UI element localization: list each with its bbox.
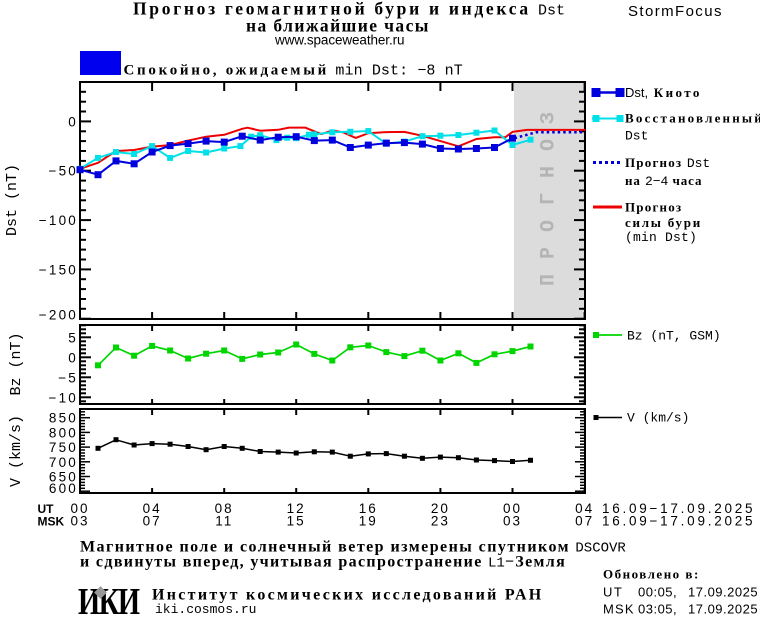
svg-text:16: 16	[359, 501, 378, 516]
svg-text:ИКИ: ИКИ	[78, 581, 140, 620]
svg-text:15: 15	[287, 514, 306, 529]
svg-text:08: 08	[215, 501, 234, 516]
svg-text:Bz (nT, GSM): Bz (nT, GSM)	[627, 329, 721, 344]
svg-text:07: 07	[575, 514, 594, 529]
svg-text:12: 12	[287, 501, 306, 516]
svg-text:П: П	[538, 274, 561, 286]
svg-text:−100: −100	[39, 213, 78, 228]
svg-text:силы бури: силы бури	[625, 215, 702, 230]
svg-text:V (km/s): V (km/s)	[627, 411, 689, 426]
svg-text:−10: −10	[49, 390, 79, 405]
svg-text:16.09−17.09.2025: 16.09−17.09.2025	[602, 501, 755, 516]
svg-text:www.spaceweather.ru: www.spaceweather.ru	[274, 33, 404, 48]
svg-text:−150: −150	[39, 262, 78, 277]
svg-text:5: 5	[68, 330, 78, 345]
svg-text:З: З	[538, 112, 561, 124]
svg-text:на 2−4 часа: на 2−4 часа	[625, 173, 702, 189]
svg-text:−50: −50	[49, 164, 79, 179]
svg-text:Н: Н	[538, 166, 561, 178]
svg-text:00: 00	[503, 501, 522, 516]
svg-text:600: 600	[49, 481, 78, 496]
svg-text:0: 0	[68, 114, 78, 129]
svg-text:750: 750	[49, 440, 78, 455]
svg-text:MSK: MSK	[38, 515, 65, 529]
svg-text:StormFocus: StormFocus	[628, 3, 723, 20]
svg-text:0: 0	[68, 350, 78, 365]
svg-text:19: 19	[359, 514, 378, 529]
svg-text:Прогноз геомагнитной бури и ин: Прогноз геомагнитной бури и индекса Dst	[133, 0, 565, 20]
svg-text:Bz (nT): Bz (nT)	[8, 332, 25, 395]
svg-text:11: 11	[215, 514, 233, 529]
svg-text:и сдвинуты вперед, учитывая ра: и сдвинуты вперед, учитывая распростране…	[80, 554, 566, 572]
svg-text:800: 800	[49, 425, 78, 440]
svg-text:Dst, Киото: Dst, Киото	[625, 85, 702, 100]
svg-text:Прогноз Dst: Прогноз Dst	[625, 155, 710, 171]
svg-text:−5: −5	[58, 370, 78, 385]
svg-text:Р: Р	[538, 247, 561, 259]
svg-text:Г: Г	[538, 193, 561, 205]
svg-text:О: О	[538, 139, 561, 151]
svg-text:Обновлено в:: Обновлено в:	[603, 567, 700, 582]
svg-text:на ближайшие часы: на ближайшие часы	[246, 16, 430, 36]
svg-text:Dst (nT): Dst (nT)	[4, 164, 21, 236]
svg-text:Магнитное поле и солнечный вет: Магнитное поле и солнечный ветер измерен…	[80, 539, 626, 557]
svg-text:Восстановленный: Восстановленный	[625, 111, 760, 126]
svg-text:23: 23	[431, 514, 450, 529]
svg-text:V (km/s): V (km/s)	[8, 415, 25, 487]
svg-text:00: 00	[70, 501, 89, 516]
svg-text:03: 03	[70, 514, 89, 529]
svg-text:(min Dst): (min Dst)	[625, 230, 697, 245]
svg-text:Спокойно, ожидаемый min Dst: −: Спокойно, ожидаемый min Dst: −8 nT	[124, 63, 463, 80]
svg-text:Институт космических исследова: Институт космических исследований РАН	[152, 587, 544, 604]
svg-text:16.09−17.09.2025: 16.09−17.09.2025	[602, 514, 755, 529]
svg-text:iki.cosmos.ru: iki.cosmos.ru	[155, 602, 256, 617]
svg-text:850: 850	[49, 411, 78, 426]
svg-text:−200: −200	[39, 308, 78, 323]
svg-text:20: 20	[431, 501, 450, 516]
svg-text:700: 700	[49, 455, 78, 470]
svg-text:04: 04	[143, 501, 162, 516]
svg-text:Dst: Dst	[625, 129, 648, 144]
svg-text:04: 04	[575, 501, 594, 516]
svg-text:О: О	[538, 220, 561, 232]
svg-text:650: 650	[49, 470, 78, 485]
svg-text:UT: UT	[38, 502, 55, 516]
svg-text:03: 03	[503, 514, 522, 529]
svg-text:07: 07	[143, 514, 162, 529]
svg-text:Прогноз: Прогноз	[625, 200, 682, 215]
